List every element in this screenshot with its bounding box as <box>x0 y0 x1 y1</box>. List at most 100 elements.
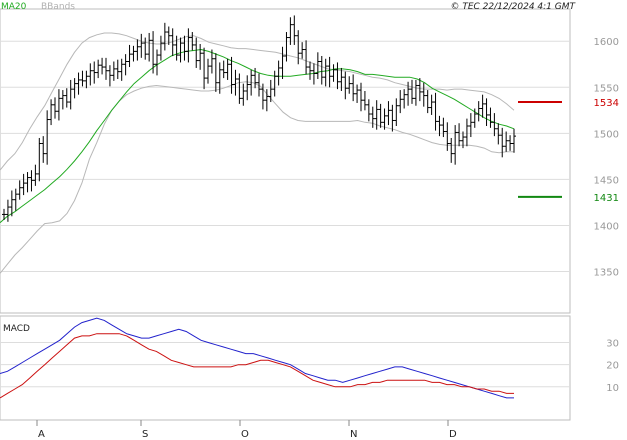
bollinger-bands <box>0 32 515 274</box>
copyright-text: © TEC 22/12/2024 4:1 GMT <box>450 2 576 12</box>
price-bar <box>343 71 348 100</box>
price-bar <box>131 45 136 62</box>
price-bar <box>272 70 277 97</box>
price-bar <box>139 33 144 58</box>
support-level-label: 1431 <box>594 193 619 204</box>
price-bar <box>88 63 93 86</box>
price-bar <box>417 78 422 102</box>
price-bar <box>213 53 218 92</box>
price-y-tick-label: 1500 <box>594 129 619 140</box>
price-bar <box>155 49 159 76</box>
price-bar <box>500 127 505 158</box>
price-bar <box>56 89 61 121</box>
ma20-legend: MA20 <box>1 2 27 12</box>
price-bar <box>123 54 128 76</box>
price-bar <box>41 136 46 163</box>
price-bar <box>127 44 132 68</box>
price-bar <box>158 35 163 61</box>
price-bar <box>437 115 442 137</box>
bbands-legend: BBands <box>41 2 75 12</box>
price-bar <box>253 67 258 89</box>
price-bar <box>413 79 418 106</box>
price-bar <box>186 28 191 63</box>
price-bar <box>276 60 281 86</box>
price-gridlines <box>0 40 570 273</box>
price-bar <box>198 44 203 70</box>
price-bar <box>13 188 18 211</box>
price-bar <box>64 88 69 108</box>
price-bar <box>406 81 411 106</box>
price-bar <box>347 76 352 94</box>
price-bar <box>162 22 167 51</box>
price-bar <box>166 26 171 45</box>
price-levels: 1534 1431 <box>518 98 619 204</box>
price-bar <box>217 62 222 94</box>
price-bar <box>382 108 387 130</box>
price-bars <box>2 15 516 222</box>
price-bar <box>111 61 116 81</box>
price-bar <box>464 118 469 147</box>
price-bar <box>119 58 124 81</box>
price-bar <box>421 82 426 107</box>
price-bar <box>249 69 254 96</box>
price-bar <box>311 63 316 85</box>
price-bar <box>425 90 430 114</box>
price-bar <box>508 135 513 151</box>
price-bar <box>280 46 285 80</box>
price-y-axis: 1350 1400 1450 1500 1550 1600 <box>594 37 619 278</box>
price-bar <box>178 37 183 63</box>
macd-series-line <box>0 317 514 399</box>
price-bar <box>288 17 293 45</box>
price-bar <box>366 99 371 122</box>
price-bar <box>84 70 89 89</box>
price-bar <box>241 83 246 106</box>
macd-panel <box>0 315 571 421</box>
price-bar <box>394 98 399 126</box>
macd-y-tick-label: 30 <box>606 339 619 350</box>
price-bar <box>245 75 250 101</box>
price-bar <box>25 172 30 193</box>
price-bar <box>233 69 238 96</box>
price-bar <box>359 82 363 112</box>
price-bar <box>331 64 336 82</box>
price-bar <box>429 94 434 115</box>
price-bar <box>170 28 175 56</box>
price-bar <box>29 170 34 192</box>
price-bar <box>484 98 489 126</box>
price-bar <box>17 180 22 200</box>
price-bar <box>202 47 207 90</box>
price-bar <box>445 122 450 151</box>
price-bar <box>268 79 273 103</box>
price-bar <box>496 123 501 145</box>
price-bar <box>453 125 458 165</box>
price-bar <box>296 30 301 65</box>
price-bar <box>33 164 38 186</box>
price-bar <box>21 173 26 196</box>
price-bar <box>402 89 407 109</box>
price-bar <box>221 60 226 79</box>
x-tick-label: O <box>241 429 249 440</box>
price-bar <box>37 137 42 182</box>
price-bar <box>378 103 383 128</box>
price-bar <box>92 61 97 84</box>
price-bar <box>107 65 112 87</box>
price-bar <box>410 79 414 104</box>
price-bar <box>190 32 195 51</box>
price-bar <box>151 31 156 74</box>
price-bar <box>362 90 367 111</box>
price-bar <box>292 15 297 45</box>
price-bar <box>260 83 265 110</box>
price-bar <box>264 89 269 112</box>
price-bar <box>374 100 379 130</box>
price-bar <box>386 101 391 126</box>
price-bar <box>339 67 344 91</box>
price-bar <box>237 73 242 104</box>
price-bar <box>512 128 516 153</box>
price-bar <box>355 84 360 103</box>
price-bar <box>284 32 289 62</box>
price-bar <box>480 94 485 118</box>
price-y-tick-label: 1350 <box>594 268 619 279</box>
x-tick-label: A <box>38 429 45 440</box>
ma20-line <box>0 48 515 224</box>
